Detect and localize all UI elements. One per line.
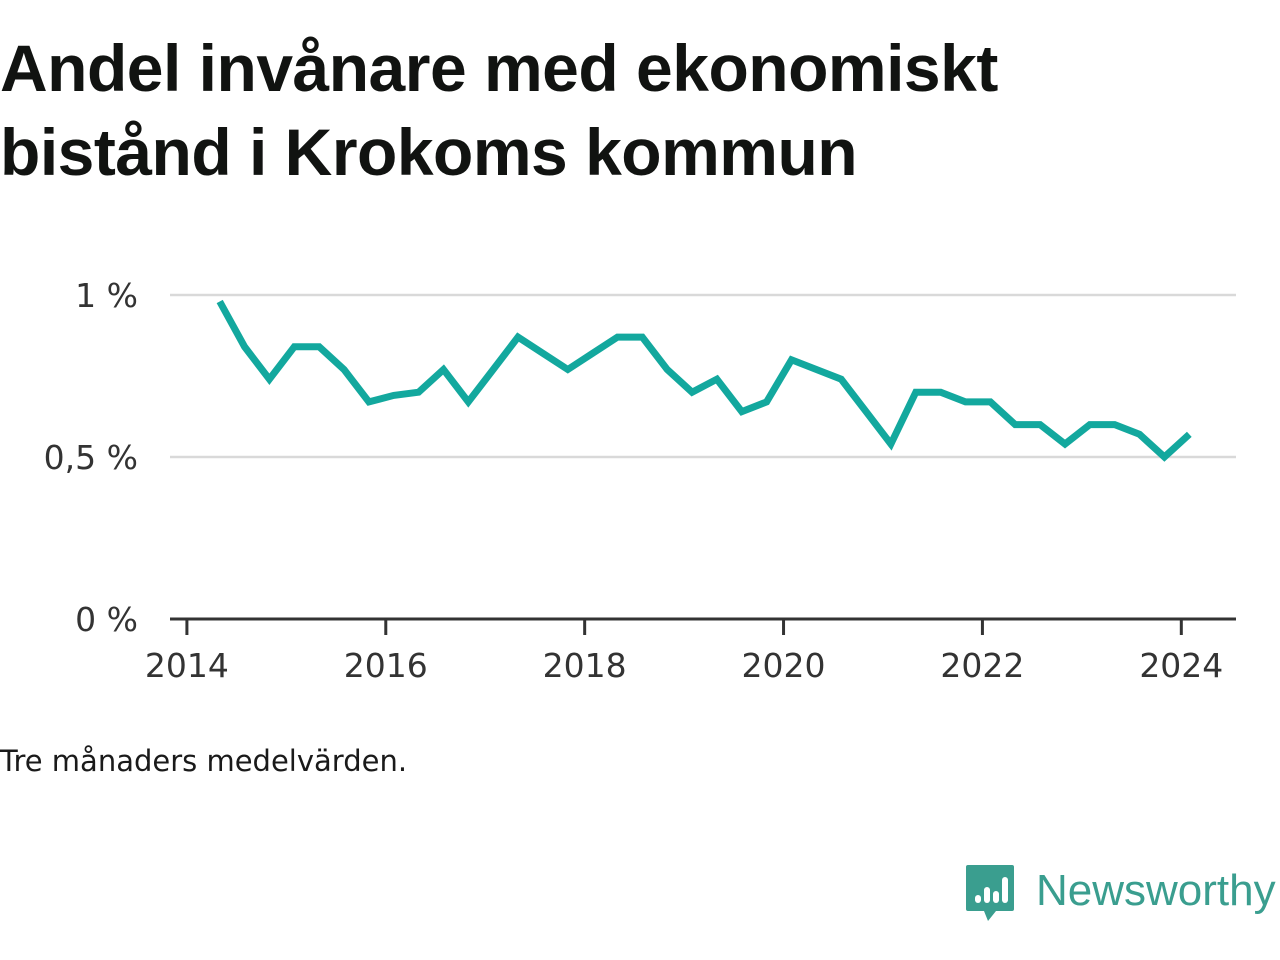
x-tick-label: 2020 (742, 646, 826, 685)
x-tick-label: 2014 (145, 646, 229, 685)
brand-logo: Newsworthy (964, 862, 1276, 926)
y-tick-label: 0,5 % (44, 438, 138, 477)
brand-name: Newsworthy (1036, 866, 1276, 915)
x-axis-tick-labels: 2014 2016 2018 2020 2022 2024 (145, 646, 1223, 685)
y-axis-tick-labels: 0 % 0,5 % 1 % (44, 276, 138, 639)
chart-title-line-2: bistånd i Krokoms kommun (0, 115, 858, 189)
series-line-0 (216, 299, 1192, 462)
chart-caption: Tre månaders medelvärden. (0, 744, 408, 778)
x-axis (170, 617, 1236, 635)
y-tick-label: 0 % (75, 600, 138, 639)
x-tick-label: 2022 (940, 646, 1024, 685)
chart-title: Andel invånare med ekonomiskt bistånd i … (0, 26, 1240, 194)
gridlines (170, 293, 1236, 459)
chart-title-line-1: Andel invånare med ekonomiskt (0, 31, 998, 105)
bar-chart-speech-bubble-icon (966, 865, 1014, 921)
x-tick-label: 2018 (543, 646, 627, 685)
x-tick-label: 2016 (344, 646, 428, 685)
y-tick-label: 1 % (75, 276, 138, 315)
x-tick-label: 2024 (1139, 646, 1223, 685)
series-layer (216, 299, 1192, 462)
